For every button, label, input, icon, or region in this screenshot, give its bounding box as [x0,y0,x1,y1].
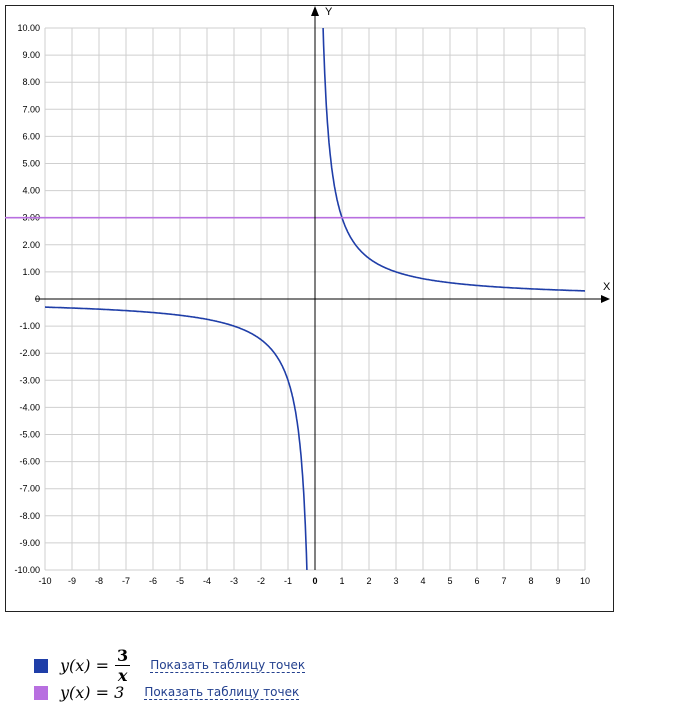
y-tick-label: 2.00 [22,240,40,250]
y-tick-label: -8.00 [19,511,40,521]
legend-item-constant: y(x) = 3 Показать таблицу точек [34,683,300,702]
hyperbola-branch-positive [322,27,585,292]
y-tick-label: 4.00 [22,186,40,196]
y-tick-label: -7.00 [19,484,40,494]
y-tick-label: -9.00 [19,538,40,548]
x-tick-label: 8 [528,576,533,586]
y-tick-label: -2.00 [19,348,40,358]
x-tick-label: -5 [176,576,184,586]
x-tick-label: 6 [474,576,479,586]
color-swatch [34,685,48,700]
function-plot: -10 -9 -8 -7 -6 -5 -4 -3 -2 -1 0 1 2 3 4 5 6 7 8 9 1010.009.… [5,5,614,612]
x-tick-label: 2 [366,576,371,586]
x-tick-label: 3 [393,576,398,586]
x-tick-label: -3 [230,576,238,586]
x-tick-label: 10 [580,576,590,586]
y-tick-label: 6.00 [22,131,40,141]
show-points-table-link[interactable]: Показать таблицу точек [144,685,300,700]
y-tick-label: -6.00 [19,457,40,467]
x-tick-label: 1 [339,576,344,586]
x-tick-label: -7 [122,576,130,586]
hyperbola-branch-negative [45,306,308,571]
x-tick-label: -10 [38,576,51,586]
x-axis-label: X [603,281,611,293]
x-tick-label: 4 [420,576,425,586]
x-tick-label: -2 [257,576,265,586]
y-tick-label: -4.00 [19,402,40,412]
x-tick-label: -9 [68,576,76,586]
x-tick-label: -4 [203,576,211,586]
formula: y(x) = 3 [60,683,125,702]
y-tick-label: 7.00 [22,104,40,114]
y-tick-label: -3.00 [19,375,40,385]
color-swatch [34,658,48,673]
y-tick-label: 1.00 [22,267,40,277]
y-tick-label: -1.00 [19,321,40,331]
x-tick-label: -1 [284,576,292,586]
x-tick-label: -6 [149,576,157,586]
x-tick-label: 9 [555,576,560,586]
y-tick-label: 8.00 [22,77,40,87]
show-points-table-link[interactable]: Показать таблицу точек [150,658,306,673]
y-tick-label: -10.00 [14,565,40,575]
plot-frame [5,5,614,612]
y-tick-label: 10.00 [17,23,40,33]
x-tick-label: 5 [447,576,452,586]
x-tick-label: 7 [501,576,506,586]
y-tick-label: 5.00 [22,159,40,169]
y-tick-label: -5.00 [19,430,40,440]
x-axis-arrow-icon [601,295,610,303]
x-tick-label: -8 [95,576,103,586]
y-axis-arrow-icon [311,6,319,16]
y-axis-label: Y [325,6,333,18]
y-tick-label: 9.00 [22,50,40,60]
x-tick-label: 0 [312,576,317,586]
